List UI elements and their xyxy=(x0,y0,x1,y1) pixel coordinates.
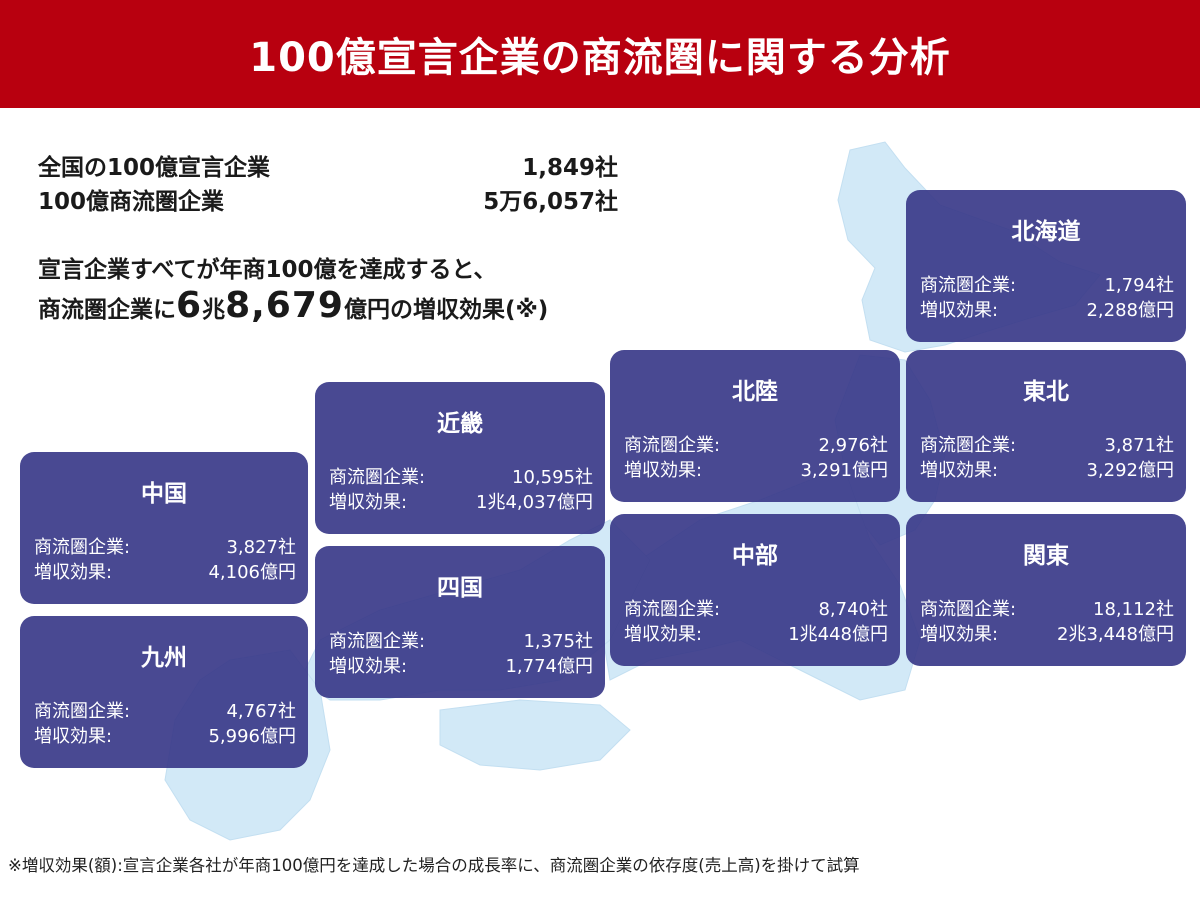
headline-prefix: 商流圏企業に xyxy=(38,297,176,323)
effect-value: 5,996億円 xyxy=(208,726,296,747)
page-title: 100億宣言企業の商流圏に関する分析 xyxy=(249,35,951,81)
effect-value: 1兆448億円 xyxy=(788,624,888,645)
region-name: 関東 xyxy=(1023,543,1069,569)
region-name: 中国 xyxy=(141,481,187,507)
effect-value: 4,106億円 xyxy=(208,562,296,583)
region-card-chubu: 中部 商流圏企業: 8,740社 増収効果: 1兆448億円 xyxy=(610,514,900,666)
region-card-kinki: 近畿 商流圏企業: 10,595社 増収効果: 1兆4,037億円 xyxy=(315,382,605,534)
companies-label: 商流圏企業: xyxy=(624,599,721,620)
region-name: 中部 xyxy=(732,543,778,569)
effect-label: 増収効果: xyxy=(920,624,999,645)
headline-suffix: 億円の増収効果(※) xyxy=(343,297,549,323)
companies-value: 3,827社 xyxy=(226,537,296,558)
effect-label: 増収効果: xyxy=(624,460,703,481)
effect-value: 2,288億円 xyxy=(1086,300,1174,321)
region-card-tohoku: 東北 商流圏企業: 3,871社 増収効果: 3,292億円 xyxy=(906,350,1186,502)
region-name: 九州 xyxy=(141,645,187,671)
companies-label: 商流圏企業: xyxy=(329,467,426,488)
companies-label: 商流圏企業: xyxy=(34,701,131,722)
headline-line-1: 宣言企業すべてが年商100億を達成すると、 xyxy=(38,257,497,283)
effect-value: 2兆3,448億円 xyxy=(1057,624,1174,645)
footnote: ※増収効果(額):宣言企業各社が年商100億円を達成した場合の成長率に、商流圏企… xyxy=(8,856,860,875)
companies-label: 商流圏企業: xyxy=(34,537,131,558)
summary-declared-row: 全国の100億宣言企業 1,849社 xyxy=(38,148,618,181)
headline-line-2: 商流圏企業に6兆8,679億円の増収効果(※) xyxy=(38,285,548,326)
companies-value: 8,740社 xyxy=(818,599,888,620)
effect-label: 増収効果: xyxy=(624,624,703,645)
region-name: 近畿 xyxy=(437,411,483,437)
region-card-shikoku: 四国 商流圏企業: 1,375社 増収効果: 1,774億円 xyxy=(315,546,605,698)
headline-amount-cho: 6 xyxy=(176,285,203,326)
companies-value: 1,375社 xyxy=(523,631,593,652)
effect-value: 3,291億円 xyxy=(800,460,888,481)
effect-value: 1,774億円 xyxy=(505,656,593,677)
region-card-hokkaido: 北海道 商流圏企業: 1,794社 増収効果: 2,288億円 xyxy=(906,190,1186,342)
header-banner: 100億宣言企業の商流圏に関する分析 xyxy=(0,0,1200,108)
summary-declared-value: 1,849社 xyxy=(522,155,618,181)
headline-cho-unit: 兆 xyxy=(202,297,226,323)
companies-value: 4,767社 xyxy=(226,701,296,722)
companies-value: 1,794社 xyxy=(1104,275,1174,296)
region-card-kanto: 関東 商流圏企業: 18,112社 増収効果: 2兆3,448億円 xyxy=(906,514,1186,666)
companies-value: 3,871社 xyxy=(1104,435,1174,456)
companies-value: 18,112社 xyxy=(1093,599,1174,620)
region-card-chugoku: 中国 商流圏企業: 3,827社 増収効果: 4,106億円 xyxy=(20,452,308,604)
companies-label: 商流圏企業: xyxy=(920,435,1017,456)
region-name: 東北 xyxy=(1023,379,1069,405)
region-card-hokuriku: 北陸 商流圏企業: 2,976社 増収効果: 3,291億円 xyxy=(610,350,900,502)
summary-sphere-row: 100億商流圏企業 5万6,057社 xyxy=(38,182,618,215)
companies-value: 10,595社 xyxy=(512,467,593,488)
companies-label: 商流圏企業: xyxy=(624,435,721,456)
map-shikoku xyxy=(439,699,631,771)
region-name: 北海道 xyxy=(1011,219,1081,245)
effect-label: 増収効果: xyxy=(920,460,999,481)
summary-declared-label: 全国の100億宣言企業 xyxy=(38,155,271,181)
effect-value: 3,292億円 xyxy=(1086,460,1174,481)
summary-sphere-label: 100億商流圏企業 xyxy=(38,189,225,215)
effect-label: 増収効果: xyxy=(329,656,408,677)
headline-amount-oku: 8,679 xyxy=(225,285,344,326)
effect-label: 増収効果: xyxy=(34,562,113,583)
companies-label: 商流圏企業: xyxy=(329,631,426,652)
region-name: 四国 xyxy=(437,575,483,601)
effect-label: 増収効果: xyxy=(34,726,113,747)
effect-label: 増収効果: xyxy=(920,300,999,321)
summary-sphere-value: 5万6,057社 xyxy=(483,189,618,215)
companies-label: 商流圏企業: xyxy=(920,275,1017,296)
companies-label: 商流圏企業: xyxy=(920,599,1017,620)
region-card-kyushu: 九州 商流圏企業: 4,767社 増収効果: 5,996億円 xyxy=(20,616,308,768)
companies-value: 2,976社 xyxy=(818,435,888,456)
effect-label: 増収効果: xyxy=(329,492,408,513)
region-name: 北陸 xyxy=(732,379,778,405)
effect-value: 1兆4,037億円 xyxy=(476,492,593,513)
